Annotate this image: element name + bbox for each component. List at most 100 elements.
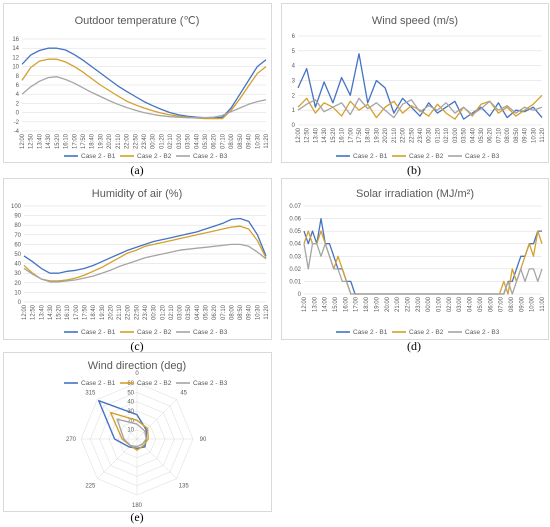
solar-x-tick-label: 11:00 [540, 296, 546, 311]
wind-speed-x-tick-label: 23:40 [418, 127, 424, 143]
humidity-x-tick-label: 12:50 [31, 304, 37, 320]
wind-speed-x-tick-label: 06:20 [488, 127, 494, 143]
solar-x-tick-label: 22:00 [405, 296, 411, 312]
wind-speed-y-tick-label: 2 [292, 93, 296, 99]
temperature-y-tick-label: 0 [16, 111, 20, 117]
wind-direction-legend-label-3: Case 2 - B3 [193, 380, 228, 387]
wind-speed-x-tick-label: 00:30 [427, 127, 433, 143]
temperature-x-tick-label: 05:30 [203, 133, 209, 149]
solar-x-tick-label: 00:00 [426, 296, 432, 312]
wind-speed-x-tick-label: 07:10 [496, 127, 502, 143]
temperature-x-tick-label: 21:10 [116, 133, 122, 149]
wind-speed-y-tick-label: 3 [292, 79, 296, 85]
temperature-x-tick-label: 15:20 [55, 133, 61, 149]
temperature-x-tick-label: 16:10 [64, 133, 70, 149]
temperature-x-tick-label: 02:10 [168, 133, 174, 149]
humidity-y-tick-label: 10 [14, 290, 21, 296]
wind-direction-radial-tick: 60 [127, 381, 134, 387]
humidity-chart: Humidity of air (%) 0 10 20 30 40 50 60 70 80 90 1… [11, 188, 270, 336]
solar-x-tick-label: 07:00 [499, 296, 505, 312]
wind-direction-radial-tick: 10 [127, 428, 134, 434]
temperature-chart-title: Outdoor temperature (℃) [75, 15, 200, 27]
solar-y-tick-label: 0.05 [289, 229, 301, 235]
wind-speed-x-tick-label: 08:00 [505, 127, 511, 143]
solar-chart-title: Solar irradiation (MJ/m²) [356, 188, 474, 200]
temperature-x-tick-label: 10:30 [255, 133, 261, 149]
wind-speed-x-tick-label: 12:50 [305, 127, 311, 143]
humidity-x-tick-label: 10:30 [255, 304, 261, 320]
temperature-chart: Outdoor temperature (℃) -4 -2 0 2 4 6 8 10 12 14 1… [12, 15, 270, 160]
solar-x-tick-label: 01:00 [437, 296, 443, 312]
solar-chart: Solar irradiation (MJ/m²) 0 0.01 0.02 0.03 0… [289, 188, 546, 336]
wind-direction-spoke [136, 399, 177, 440]
solar-y-tick-label: 0.03 [289, 254, 301, 260]
humidity-x-tick-label: 21:10 [117, 304, 123, 320]
solar-y-tick-label: 0.06 [289, 217, 301, 223]
solar-chart-panel: Solar irradiation (MJ/m²) 0 0.01 0.02 0.03 0… [281, 178, 549, 340]
solar-x-tick-label: 16:00 [343, 296, 349, 312]
wind-direction-angle-label: 180 [132, 503, 143, 509]
temperature-x-tick-label: 03:00 [177, 133, 183, 149]
wind-speed-series-line-1 [297, 53, 543, 120]
wind-speed-x-tick-label: 16:10 [340, 127, 346, 143]
temperature-x-tick-label: 08:00 [229, 133, 235, 149]
wind-speed-x-tick-label: 03:00 [453, 127, 459, 143]
temperature-x-tick-label: 14:30 [46, 133, 52, 149]
solar-legend-label-2: Case 2 - B2 [409, 329, 444, 336]
solar-x-tick-label: 20:00 [385, 296, 391, 312]
humidity-x-tick-label: 16:10 [65, 304, 71, 320]
temperature-x-tick-label: 22:50 [133, 133, 139, 149]
solar-y-tick-label: 0.07 [289, 204, 301, 210]
temperature-x-tick-label: 12:00 [20, 133, 26, 149]
wind-direction-series-1 [97, 400, 148, 450]
humidity-y-tick-label: 70 [14, 233, 21, 239]
wind-speed-x-tick-label: 22:50 [409, 127, 415, 143]
temperature-y-tick-label: -4 [14, 129, 20, 135]
humidity-y-tick-label: 0 [18, 300, 22, 306]
humidity-legend-label-3: Case 2 - B3 [193, 329, 228, 336]
temperature-series-line-2 [21, 58, 267, 120]
wind-speed-y-tick-label: 0 [292, 123, 296, 129]
caption-a: (a) [130, 163, 144, 177]
wind-speed-x-tick-label: 19:30 [374, 127, 380, 143]
wind-direction-radial-tick: 20 [127, 418, 134, 424]
wind-direction-spoke [136, 438, 177, 479]
temperature-y-tick-label: 12 [12, 55, 19, 61]
humidity-x-tick-label: 00:30 [152, 304, 158, 320]
wind-speed-series-line-3 [297, 97, 543, 119]
wind-speed-x-tick-label: 15:20 [331, 127, 337, 143]
humidity-y-tick-label: 50 [14, 252, 21, 258]
humidity-x-tick-label: 13:40 [39, 304, 45, 320]
wind-direction-legend-label-1: Case 2 - B1 [81, 380, 116, 387]
wind-speed-x-tick-label: 20:20 [383, 127, 389, 143]
temperature-x-tick-label: 22:00 [125, 133, 131, 149]
humidity-x-tick-label: 19:30 [100, 304, 106, 320]
caption-e: (e) [130, 510, 144, 524]
wind-speed-x-tick-label: 12:00 [296, 127, 302, 143]
wind-direction-chart-panel: Wind direction (deg) 0 45 90 135 180 225 270 31… [3, 352, 272, 512]
solar-x-tick-label: 23:00 [416, 296, 422, 312]
temperature-x-tick-label: 11:20 [264, 133, 270, 148]
temperature-x-tick-label: 12:50 [29, 133, 35, 149]
wind-speed-legend-label-3: Case 2 - B3 [465, 153, 500, 160]
humidity-x-tick-label: 08:50 [238, 304, 244, 320]
caption-b: (b) [407, 163, 421, 177]
wind-speed-x-tick-label: 05:30 [479, 127, 485, 143]
humidity-x-tick-label: 07:10 [221, 304, 227, 320]
temperature-x-tick-label: 23:40 [142, 133, 148, 149]
temperature-y-tick-label: 6 [16, 83, 20, 89]
solar-x-tick-label: 06:00 [488, 296, 494, 312]
humidity-x-tick-label: 22:00 [126, 304, 132, 320]
wind-speed-x-tick-label: 17:50 [357, 127, 363, 143]
wind-speed-x-tick-label: 09:40 [523, 127, 529, 143]
humidity-y-tick-label: 40 [14, 262, 21, 268]
temperature-series-line-3 [21, 76, 267, 119]
humidity-x-tick-label: 17:50 [83, 304, 89, 320]
wind-direction-angle-label: 270 [66, 437, 77, 443]
solar-x-tick-label: 17:00 [354, 296, 360, 312]
wind-speed-x-tick-label: 22:00 [401, 127, 407, 143]
solar-x-tick-label: 14:00 [323, 296, 329, 312]
wind-speed-x-tick-label: 13:40 [313, 127, 319, 143]
wind-direction-chart: Wind direction (deg) 0 45 90 135 180 225 270 31… [64, 360, 228, 509]
solar-x-tick-label: 15:00 [333, 296, 339, 312]
